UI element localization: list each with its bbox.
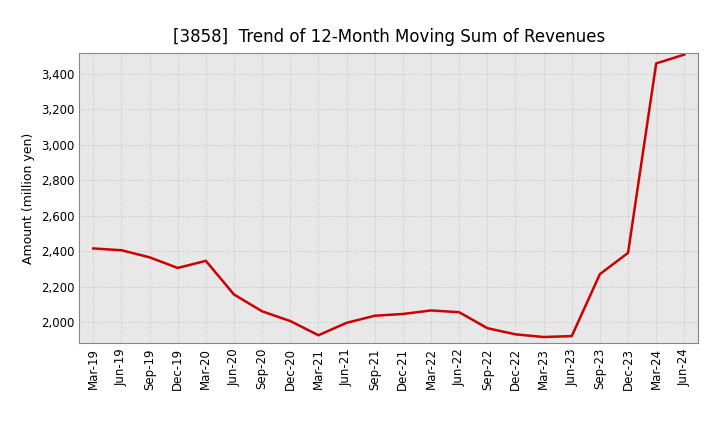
Y-axis label: Amount (million yen): Amount (million yen): [22, 132, 35, 264]
Title: [3858]  Trend of 12-Month Moving Sum of Revenues: [3858] Trend of 12-Month Moving Sum of R…: [173, 28, 605, 46]
